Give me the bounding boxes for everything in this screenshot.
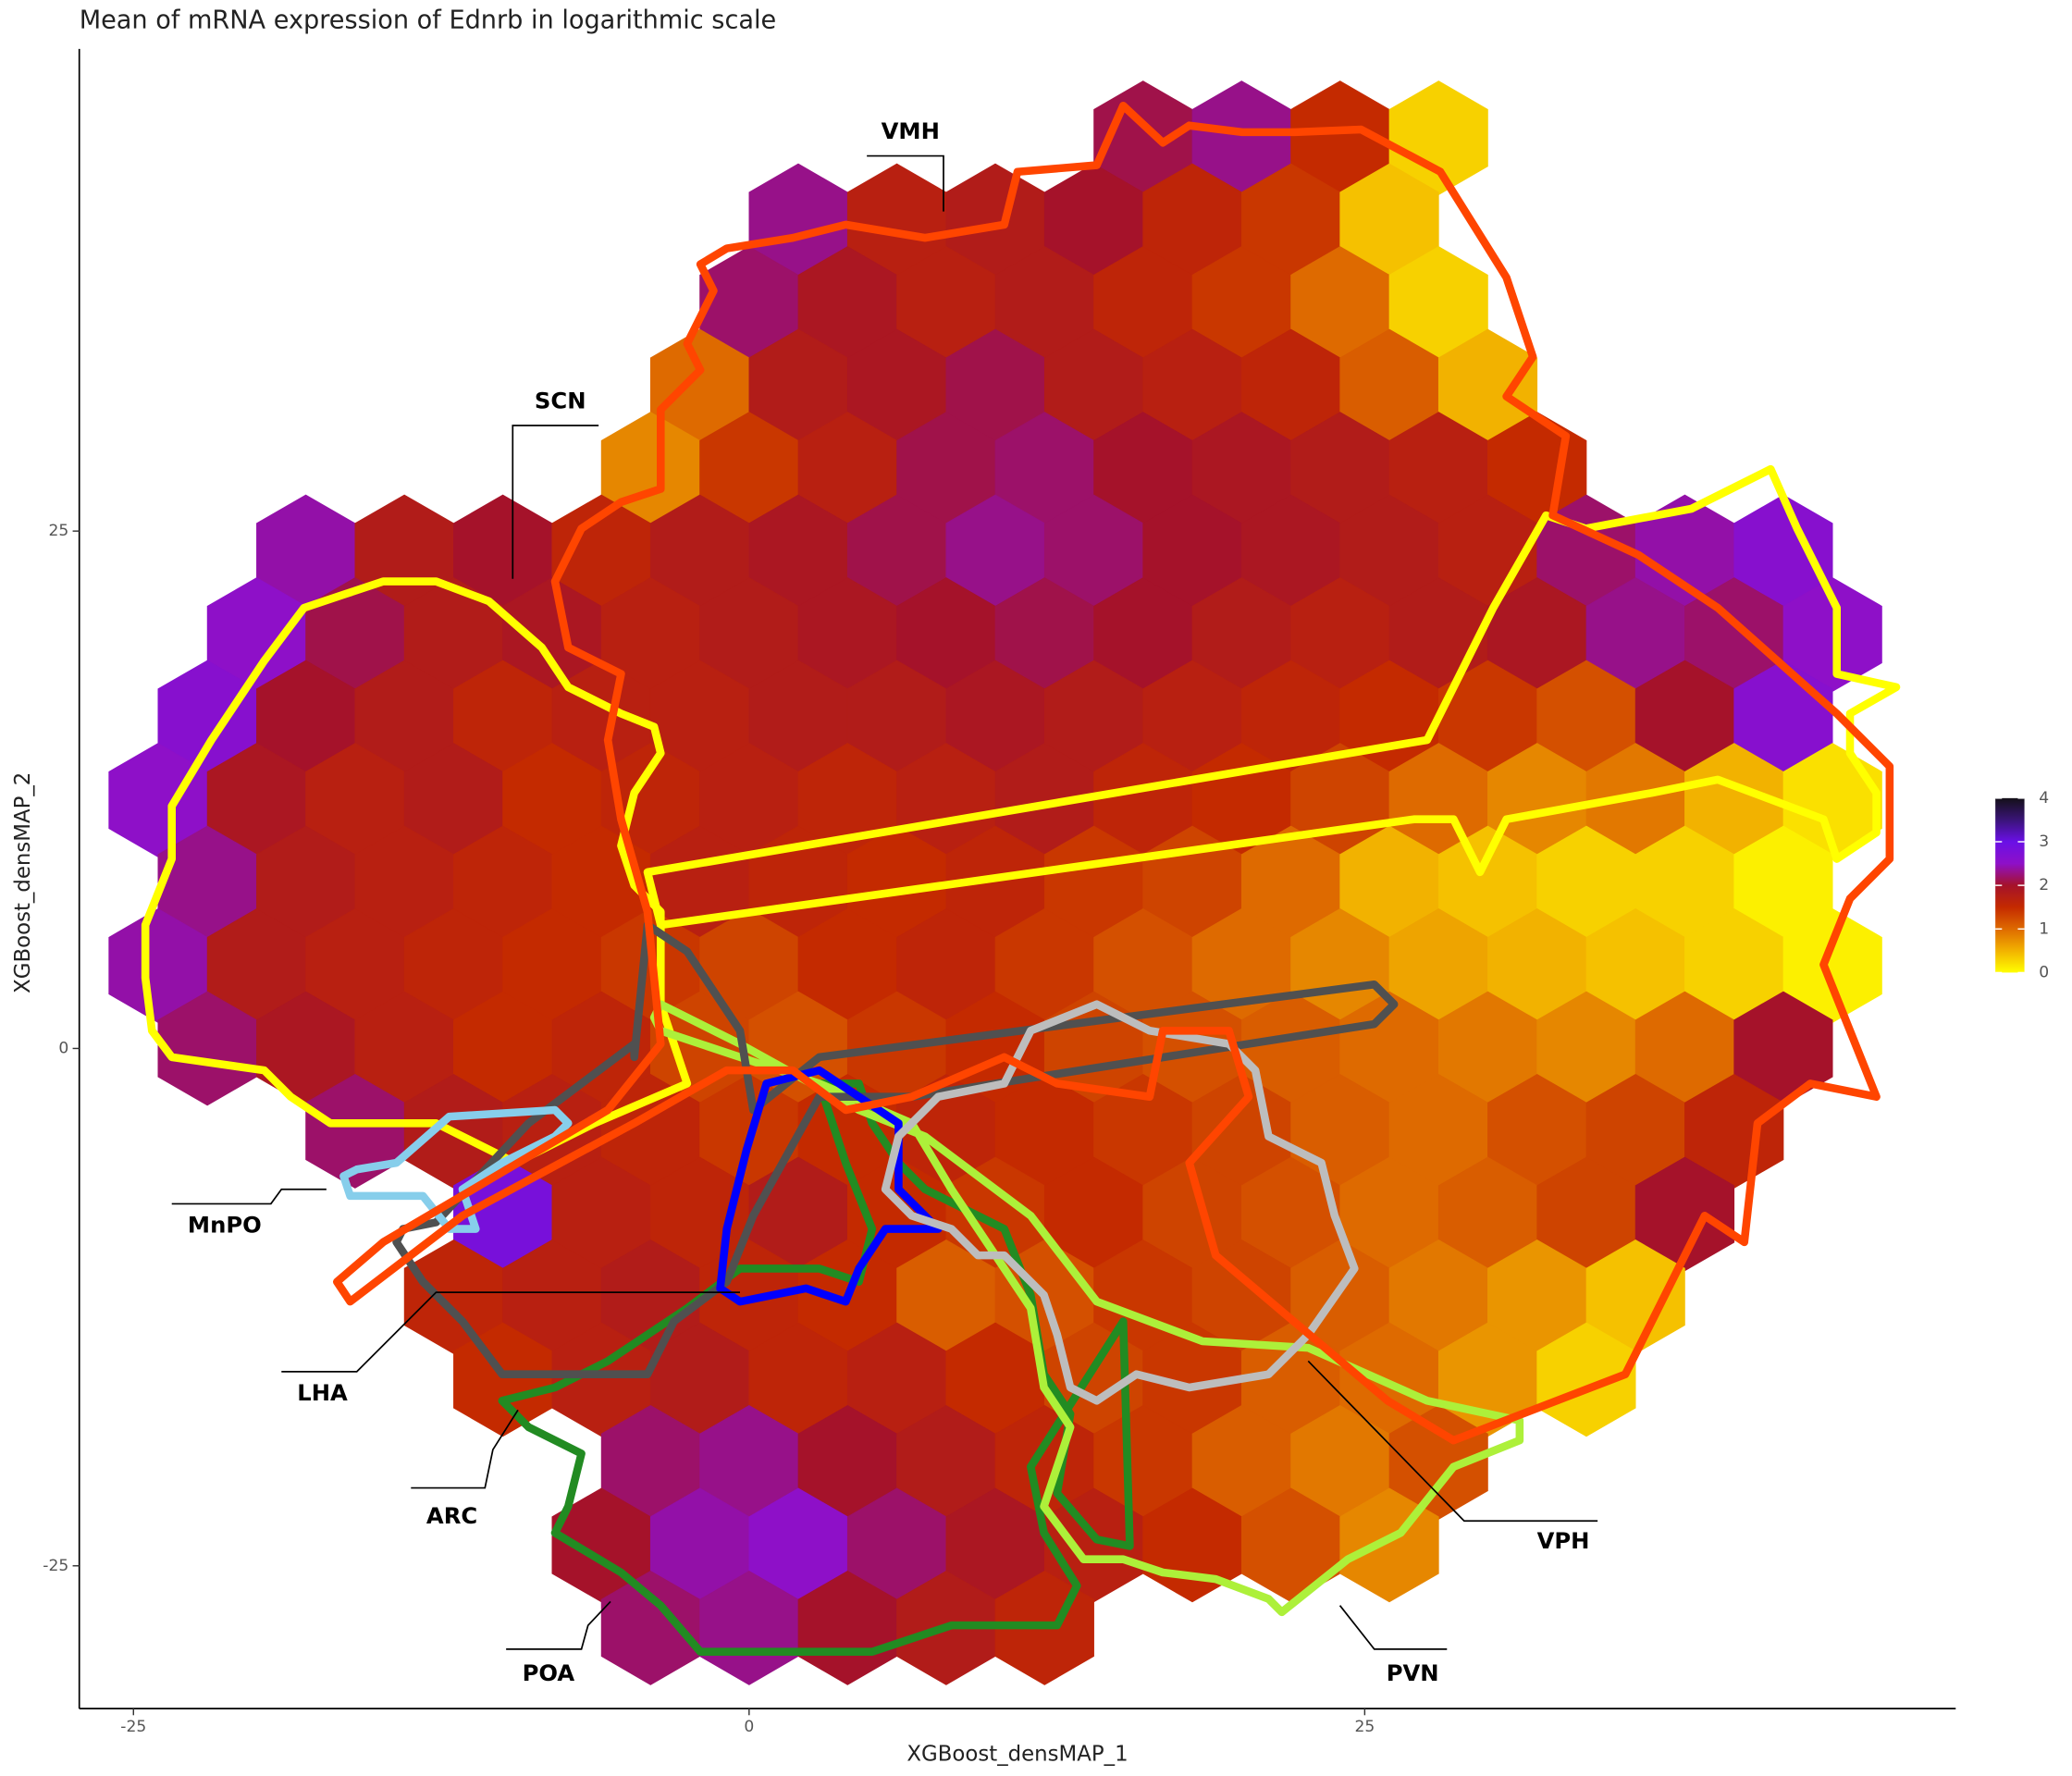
- colorbar-tick-label: 2: [2039, 876, 2049, 894]
- leader-line: [411, 1409, 519, 1489]
- region-label: ARC: [426, 1502, 477, 1529]
- x-tick-label: 25: [1354, 1718, 1375, 1736]
- leader-lines: [171, 154, 1598, 1650]
- outline-left: [141, 577, 692, 1167]
- region-label: VMH: [882, 117, 940, 144]
- hexbin-layer: [108, 80, 1882, 1685]
- x-axis-label: XGBoost_densMAP_1: [906, 1743, 1128, 1767]
- region-outlines: [141, 102, 1901, 1656]
- leader-line: [171, 1188, 327, 1205]
- colorbar-tick-label: 0: [2039, 963, 2049, 981]
- colorbar-tick-label: 4: [2039, 789, 2049, 808]
- region-label: SCN: [535, 387, 586, 413]
- leader-line: [1307, 1360, 1598, 1523]
- leader-line: [512, 425, 599, 579]
- y-tick-label: 0: [58, 1039, 68, 1057]
- leader-line: [1338, 1605, 1448, 1650]
- outline-arc: [716, 1066, 943, 1306]
- outline-main: [333, 102, 1894, 1445]
- chart-title: Mean of mRNA expression of Ednrb in loga…: [80, 6, 777, 34]
- y-axis-label: XGBoost_densMAP_2: [11, 772, 35, 993]
- region-label: MnPO: [188, 1212, 262, 1239]
- leader-line: [506, 1600, 611, 1650]
- colorbar-tick-label: 3: [2039, 832, 2049, 851]
- region-label: PVN: [1387, 1659, 1439, 1686]
- region-label: POA: [523, 1659, 575, 1686]
- outline-vph: [881, 1000, 1359, 1405]
- leader-line: [281, 1291, 740, 1373]
- region-label: LHA: [297, 1379, 348, 1406]
- region-label: VPH: [1537, 1527, 1590, 1554]
- outline-mnpo: [339, 1105, 573, 1233]
- x-tick-label: 0: [744, 1718, 754, 1736]
- leader-line: [867, 154, 944, 212]
- colorbar-tick-label: 1: [2039, 919, 2049, 938]
- y-tick-label: 25: [48, 522, 68, 540]
- x-tick-label: -25: [120, 1718, 146, 1736]
- outline-pvn: [649, 1000, 1524, 1617]
- y-tick-label: -25: [43, 1557, 68, 1575]
